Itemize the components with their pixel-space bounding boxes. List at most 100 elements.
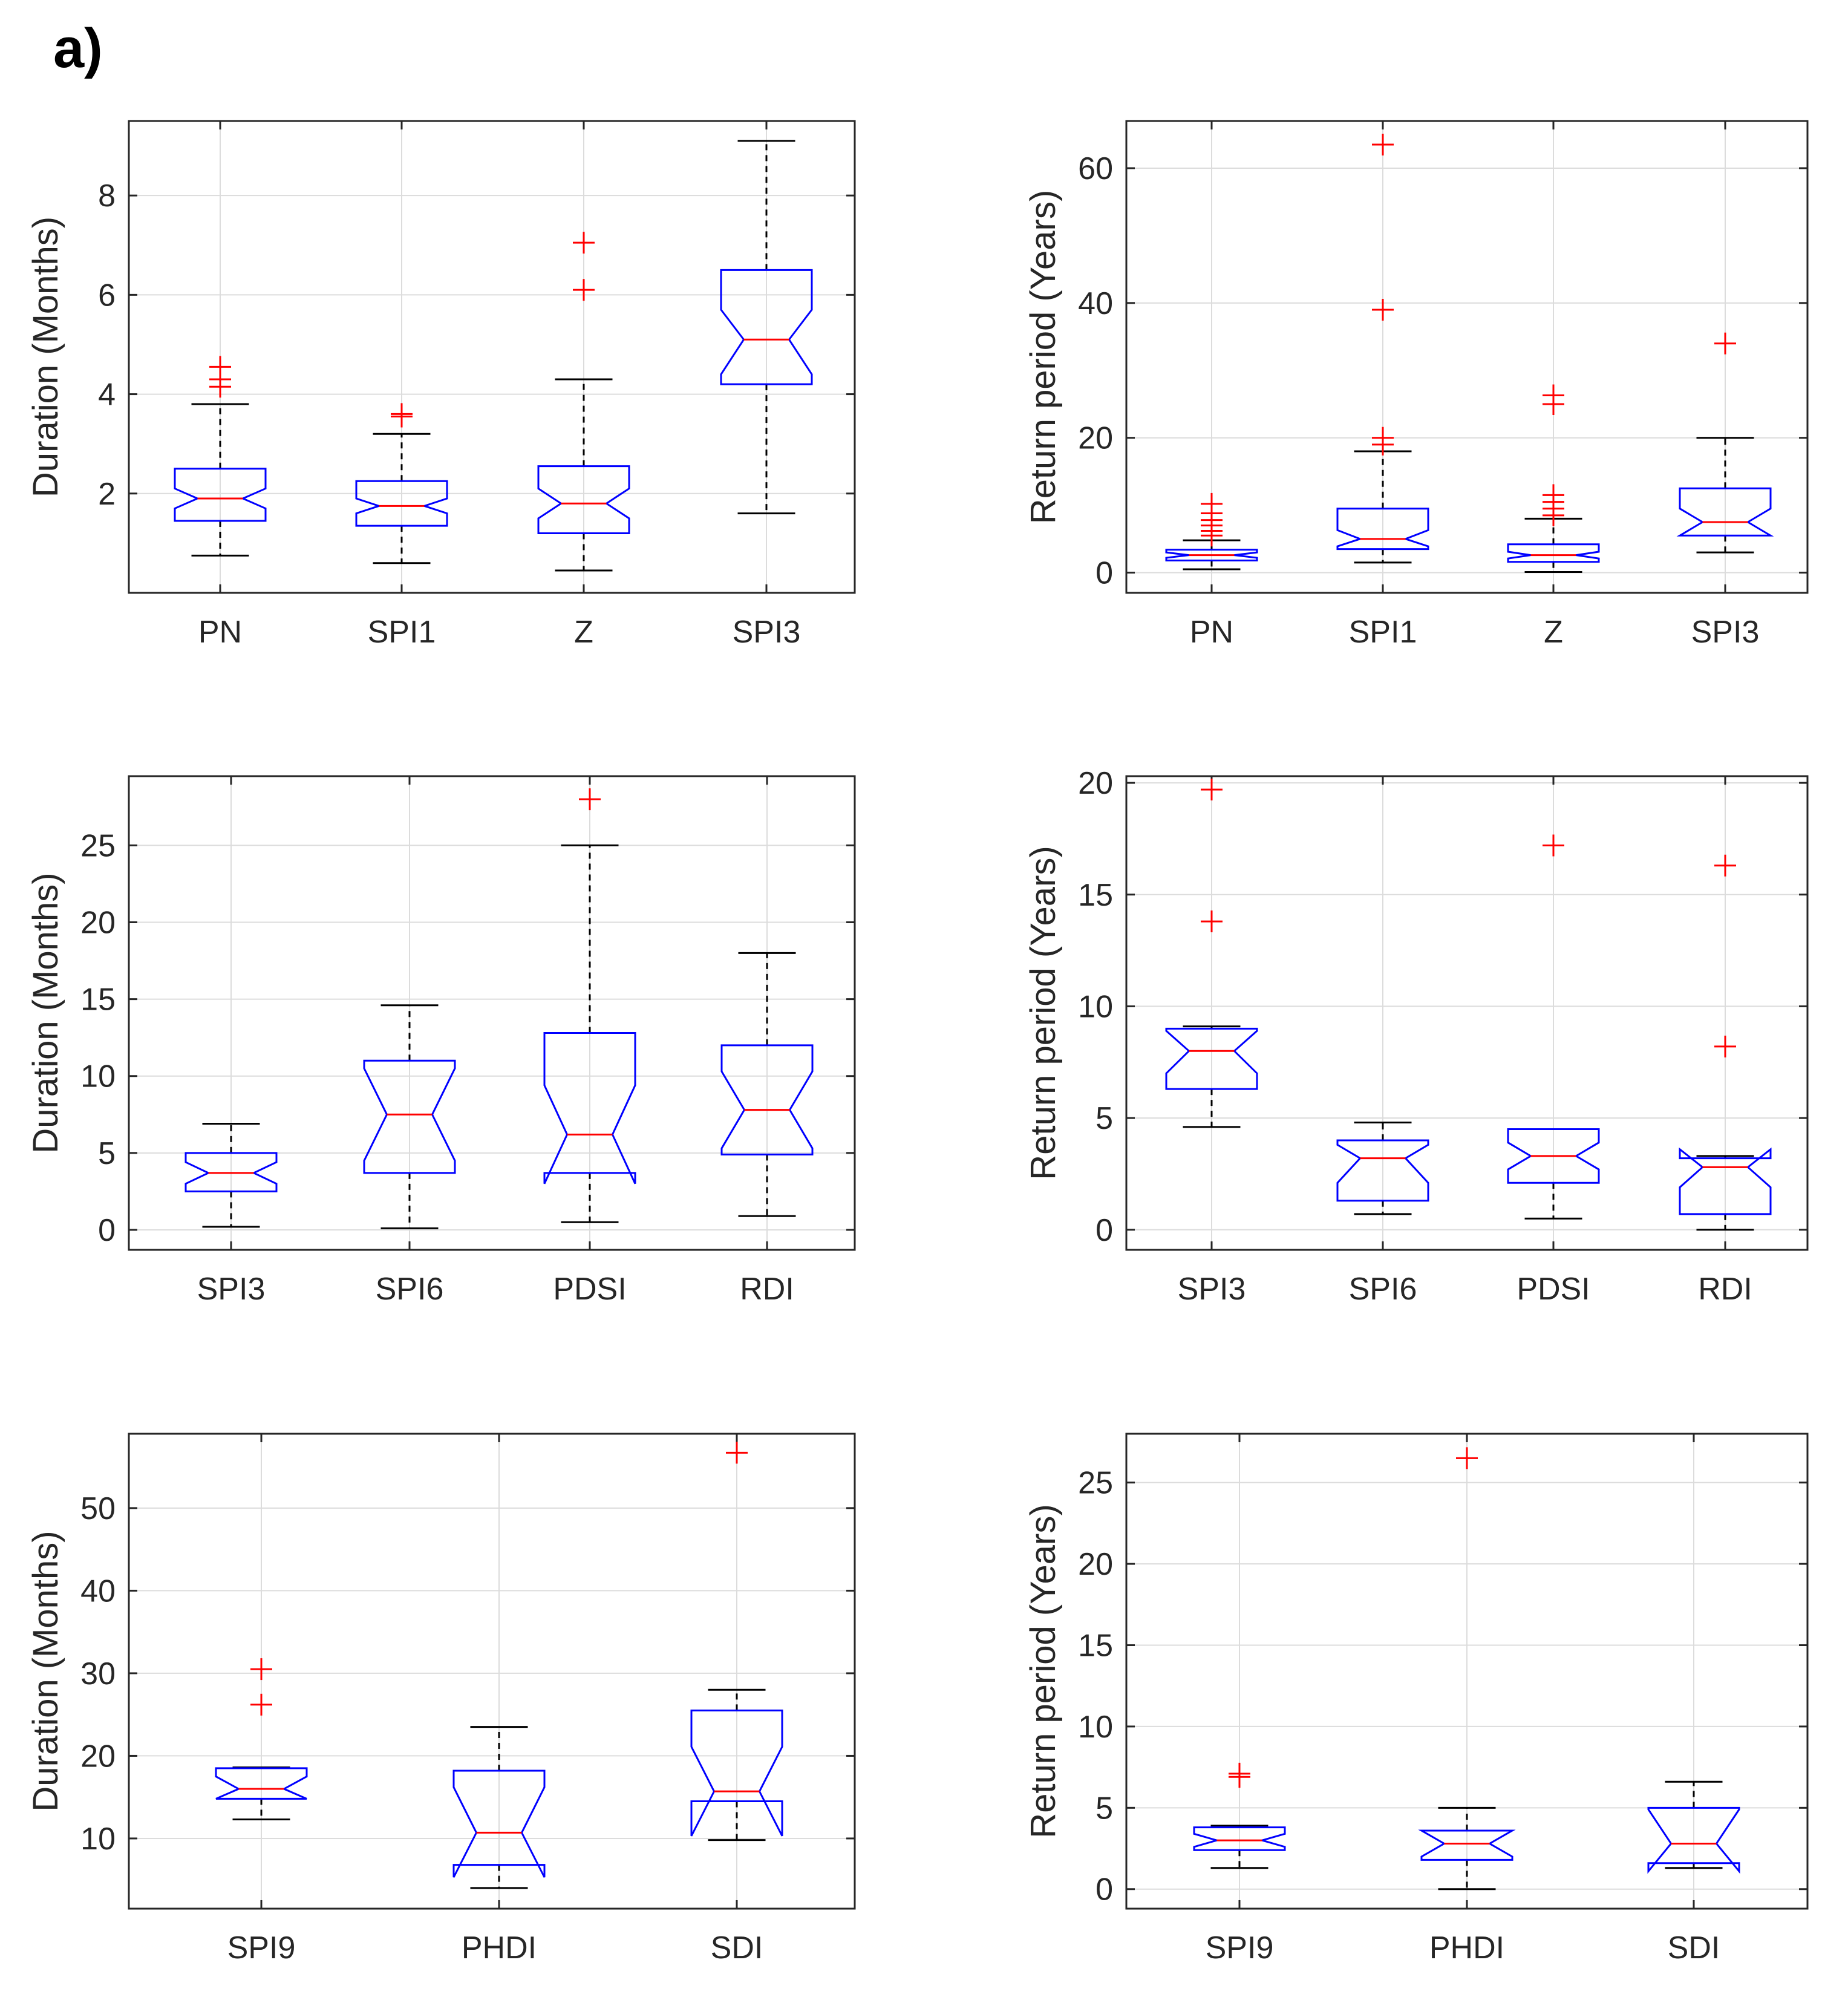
plot-frame (1125, 775, 1809, 1251)
y-tick-label: 2 (98, 477, 116, 512)
box-spi9 (215, 1658, 308, 1821)
y-tick-label: 40 (1078, 286, 1113, 321)
box-spi3 (1676, 332, 1774, 554)
box-rdi (1679, 854, 1772, 1231)
y-axis-label: Duration (Months) (26, 217, 65, 497)
outlier-marker (1714, 854, 1736, 877)
x-tick-label: SPI3 (1691, 615, 1760, 650)
y-tick-label: 15 (1078, 1628, 1113, 1663)
y-tick-label: 30 (80, 1656, 116, 1691)
y-axis-label: Return period (Years) (1024, 846, 1063, 1180)
y-tick-label: 40 (80, 1574, 116, 1609)
outlier-marker (250, 1693, 272, 1716)
notched-box (690, 1709, 783, 1837)
notched-box (1165, 1027, 1258, 1090)
box-sdi (690, 1442, 783, 1842)
plot-frame (128, 775, 856, 1251)
y-axis-label: Duration (Months) (26, 1531, 65, 1811)
y-axis-label: Return period (Years) (1024, 190, 1063, 524)
notched-box (1507, 1128, 1600, 1184)
outlier-marker (1229, 1762, 1250, 1785)
notched-box (215, 1767, 308, 1800)
x-tick-label: SPI1 (1349, 615, 1417, 650)
box-spi3 (184, 1123, 278, 1228)
y-tick-label: 10 (80, 1059, 116, 1094)
subplot-2: 0 20 40 60 PN SPI1 Z SPI3 Return period (Years) (1024, 120, 1809, 650)
notched-box (184, 1152, 278, 1192)
box-rdi (720, 952, 814, 1217)
outlier-marker (1714, 332, 1736, 355)
plot-frame (128, 120, 856, 594)
y-tick-label: 10 (1078, 989, 1113, 1024)
y-tick-label: 10 (1078, 1710, 1113, 1745)
outlier-marker (1372, 134, 1394, 155)
y-axis-label: Return period (Years) (1024, 1504, 1063, 1838)
outlier-marker (1201, 779, 1223, 801)
y-tick-label: 5 (98, 1136, 116, 1171)
notched-box (1193, 1826, 1286, 1851)
figure-panel-label: a) (53, 18, 103, 79)
box-z (537, 232, 630, 572)
y-tick-label: 10 (80, 1822, 116, 1857)
outlier-marker (1201, 910, 1223, 933)
y-tick-label: 60 (1078, 151, 1113, 186)
y-tick-label: 20 (80, 906, 116, 941)
subplot-1: 2 4 6 8 PN SPI1 Z SPI3 Duration (Months) (26, 120, 856, 650)
plot-frame (128, 1433, 856, 1910)
outlier-marker (579, 788, 601, 811)
outlier-marker (1714, 1035, 1736, 1057)
notched-box (1507, 543, 1600, 563)
notched-box (1647, 1806, 1740, 1874)
x-tick-label: PHDI (1429, 1930, 1504, 1966)
x-tick-label: PN (198, 615, 242, 650)
y-tick-label: 0 (1095, 556, 1113, 591)
y-tick-label: 25 (80, 828, 116, 863)
box-pdsi (1507, 834, 1600, 1220)
x-tick-label: SDI (1668, 1930, 1720, 1966)
x-tick-label: PHDI (462, 1930, 537, 1966)
notched-box (1336, 1139, 1429, 1202)
outlier-marker (573, 279, 595, 301)
x-tick-label: Z (1544, 615, 1563, 650)
x-tick-label: RDI (740, 1272, 794, 1307)
outlier-marker (1543, 484, 1564, 506)
x-tick-label: SDI (711, 1930, 763, 1966)
y-axis-label: Duration (Months) (26, 872, 65, 1153)
subplot-3: 0 5 10 15 20 25 SPI3 SPI6 PDSI RDI Duration (Month… (26, 775, 856, 1307)
box-spi9 (1193, 1762, 1286, 1869)
box-spi1 (355, 403, 448, 564)
outlier-marker (391, 403, 413, 425)
box-pdsi (543, 788, 636, 1223)
box-sdi (1647, 1780, 1740, 1874)
notched-box (537, 465, 630, 534)
outlier-marker (1543, 384, 1564, 407)
box-spi3 (720, 140, 813, 515)
box-z (1507, 384, 1600, 573)
outlier-marker (1456, 1447, 1478, 1469)
x-tick-label: SPI1 (368, 615, 436, 650)
x-tick-label: SPI9 (227, 1930, 296, 1966)
box-phdi (452, 1726, 546, 1889)
y-tick-label: 15 (80, 982, 116, 1018)
y-tick-label: 20 (80, 1739, 116, 1774)
notched-box (174, 468, 267, 522)
box-spi6 (1336, 1121, 1429, 1215)
x-tick-label: SPI9 (1206, 1930, 1274, 1966)
box-spi1 (1336, 134, 1429, 564)
y-tick-label: 25 (1078, 1466, 1113, 1501)
notched-box (720, 1044, 814, 1155)
y-tick-label: 5 (1095, 1791, 1113, 1826)
x-tick-label: RDI (1698, 1272, 1752, 1307)
y-tick-label: 20 (1078, 766, 1113, 801)
y-tick-label: 20 (1078, 1547, 1113, 1582)
box-spi3 (1165, 779, 1258, 1128)
x-tick-label: PDSI (1517, 1272, 1590, 1307)
x-tick-label: SPI3 (733, 615, 801, 650)
x-tick-label: SPI3 (1178, 1272, 1246, 1307)
y-tick-label: 5 (1095, 1101, 1113, 1136)
outlier-marker (1372, 426, 1394, 449)
y-tick-label: 20 (1078, 421, 1113, 456)
x-tick-label: SPI6 (1349, 1272, 1417, 1307)
box-pn (1165, 492, 1258, 570)
notched-box (543, 1032, 636, 1185)
